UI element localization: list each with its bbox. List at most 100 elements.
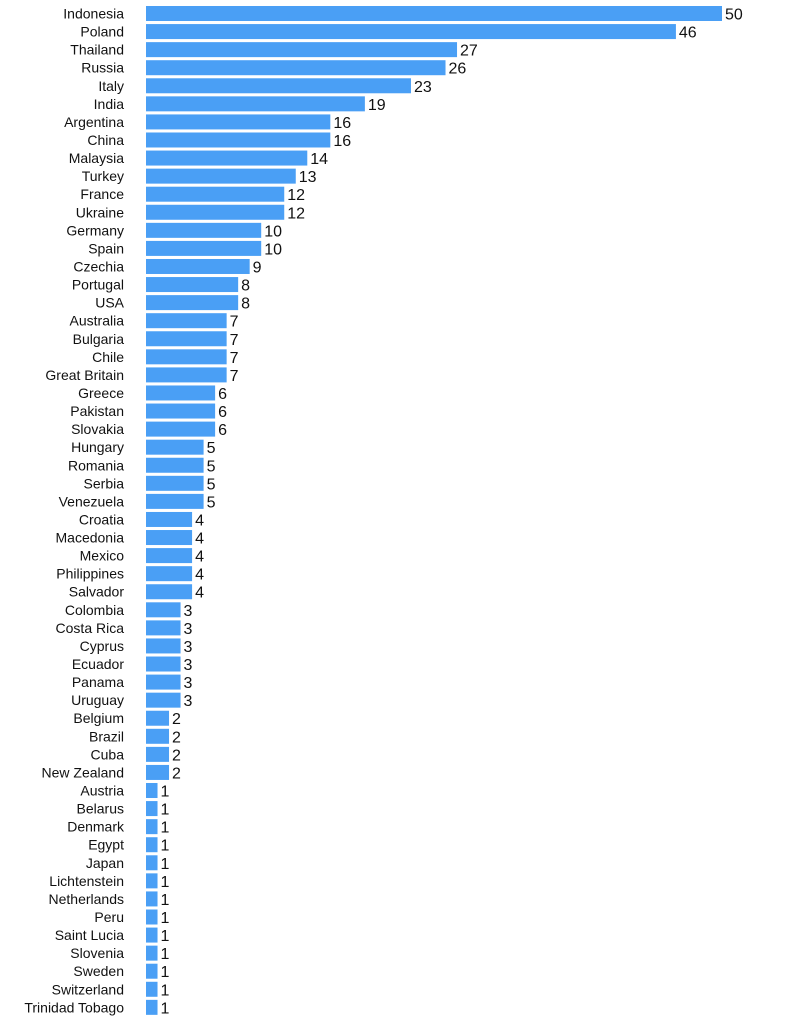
category-label: Spain <box>88 240 124 256</box>
category-label: Lichtenstein <box>49 873 124 889</box>
value-label: 3 <box>184 657 193 674</box>
bar-czechia <box>146 258 250 274</box>
category-label: Saint Lucia <box>55 927 124 943</box>
category-label: China <box>87 132 124 148</box>
bar-belgium <box>146 710 170 726</box>
value-label: 6 <box>218 422 227 439</box>
bar-switzerland <box>146 981 158 997</box>
bar-philippines <box>146 566 193 582</box>
bar-panama <box>146 674 181 690</box>
bar-japan <box>146 855 158 871</box>
value-label: 12 <box>287 205 305 222</box>
value-label: 1 <box>161 910 170 927</box>
bar-cyprus <box>146 638 181 654</box>
category-label: Croatia <box>79 511 124 527</box>
category-label: Mexico <box>80 548 125 564</box>
value-label: 1 <box>161 928 170 945</box>
bar-slovenia <box>146 945 158 961</box>
value-label: 14 <box>310 151 328 168</box>
value-label: 23 <box>414 79 432 96</box>
value-label: 10 <box>264 241 282 258</box>
value-label: 6 <box>218 404 227 421</box>
category-label: Japan <box>86 855 124 871</box>
bar-usa <box>146 295 239 311</box>
value-label: 4 <box>195 531 204 548</box>
bar-germany <box>146 222 262 238</box>
category-labels: Indonesia Poland Thailand Russia Italy India A… <box>24 6 125 1016</box>
value-label: 9 <box>253 259 262 276</box>
bar-argentina <box>146 114 331 130</box>
bar-poland <box>146 24 676 40</box>
value-label: 10 <box>264 223 282 240</box>
value-label: 2 <box>172 747 181 764</box>
value-label: 19 <box>368 97 386 114</box>
bar-france <box>146 186 285 202</box>
category-label: Pakistan <box>70 403 124 419</box>
bar-russia <box>146 60 446 76</box>
value-label: 4 <box>195 567 204 584</box>
bar-hungary <box>146 439 204 455</box>
bar-great-britain <box>146 367 227 383</box>
bar-ecuador <box>146 656 181 672</box>
bar-slovakia <box>146 421 216 437</box>
value-label: 3 <box>184 693 193 710</box>
value-label: 2 <box>172 711 181 728</box>
category-label: Slovakia <box>71 421 124 437</box>
category-label: Argentina <box>64 114 124 130</box>
category-label: Thailand <box>70 42 124 58</box>
bar-turkey <box>146 168 296 184</box>
category-label: Belarus <box>77 801 124 817</box>
category-label: Australia <box>70 313 125 329</box>
value-label: 1 <box>161 964 170 981</box>
bar-uruguay <box>146 692 181 708</box>
bar-india <box>146 96 365 112</box>
value-label: 1 <box>161 784 170 801</box>
bar-lichtenstein <box>146 873 158 889</box>
value-label: 26 <box>449 61 467 78</box>
value-label: 3 <box>184 603 193 620</box>
value-label: 7 <box>230 332 239 349</box>
value-label: 5 <box>207 494 216 511</box>
bar-bulgaria <box>146 331 227 347</box>
value-label: 7 <box>230 368 239 385</box>
value-label: 1 <box>161 820 170 837</box>
value-label: 5 <box>207 458 216 475</box>
category-label: Peru <box>94 909 124 925</box>
category-label: Indonesia <box>63 6 124 22</box>
value-label: 13 <box>299 169 317 186</box>
bar-venezuela <box>146 493 204 509</box>
value-label: 4 <box>195 549 204 566</box>
bar-thailand <box>146 42 458 58</box>
value-label: 6 <box>218 386 227 403</box>
value-label: 4 <box>195 585 204 602</box>
bar-malaysia <box>146 150 308 166</box>
bar-sweden <box>146 963 158 979</box>
bar-romania <box>146 457 204 473</box>
value-label: 5 <box>207 476 216 493</box>
category-label: Russia <box>81 60 124 76</box>
category-label: Macedonia <box>56 530 125 546</box>
bar-china <box>146 132 331 148</box>
bar-new-zealand <box>146 764 170 780</box>
category-label: Trinidad Tobago <box>24 999 124 1015</box>
value-label: 4 <box>195 512 204 529</box>
bar-denmark <box>146 819 158 835</box>
category-label: Cyprus <box>80 638 124 654</box>
bar-peru <box>146 909 158 925</box>
bar-australia <box>146 313 227 329</box>
category-label: Switzerland <box>52 981 124 997</box>
value-label: 7 <box>230 314 239 331</box>
category-label: Ecuador <box>72 656 124 672</box>
category-label: Bulgaria <box>73 331 125 347</box>
bars-layer <box>146 6 722 1015</box>
category-label: Great Britain <box>45 367 124 383</box>
category-label: Portugal <box>72 277 124 293</box>
value-label: 3 <box>184 675 193 692</box>
category-label: Germany <box>66 222 124 238</box>
category-label: Denmark <box>67 819 125 835</box>
bar-colombia <box>146 602 181 618</box>
category-label: Cuba <box>91 746 125 762</box>
category-label: Costa Rica <box>56 620 125 636</box>
category-label: Ukraine <box>76 204 124 220</box>
